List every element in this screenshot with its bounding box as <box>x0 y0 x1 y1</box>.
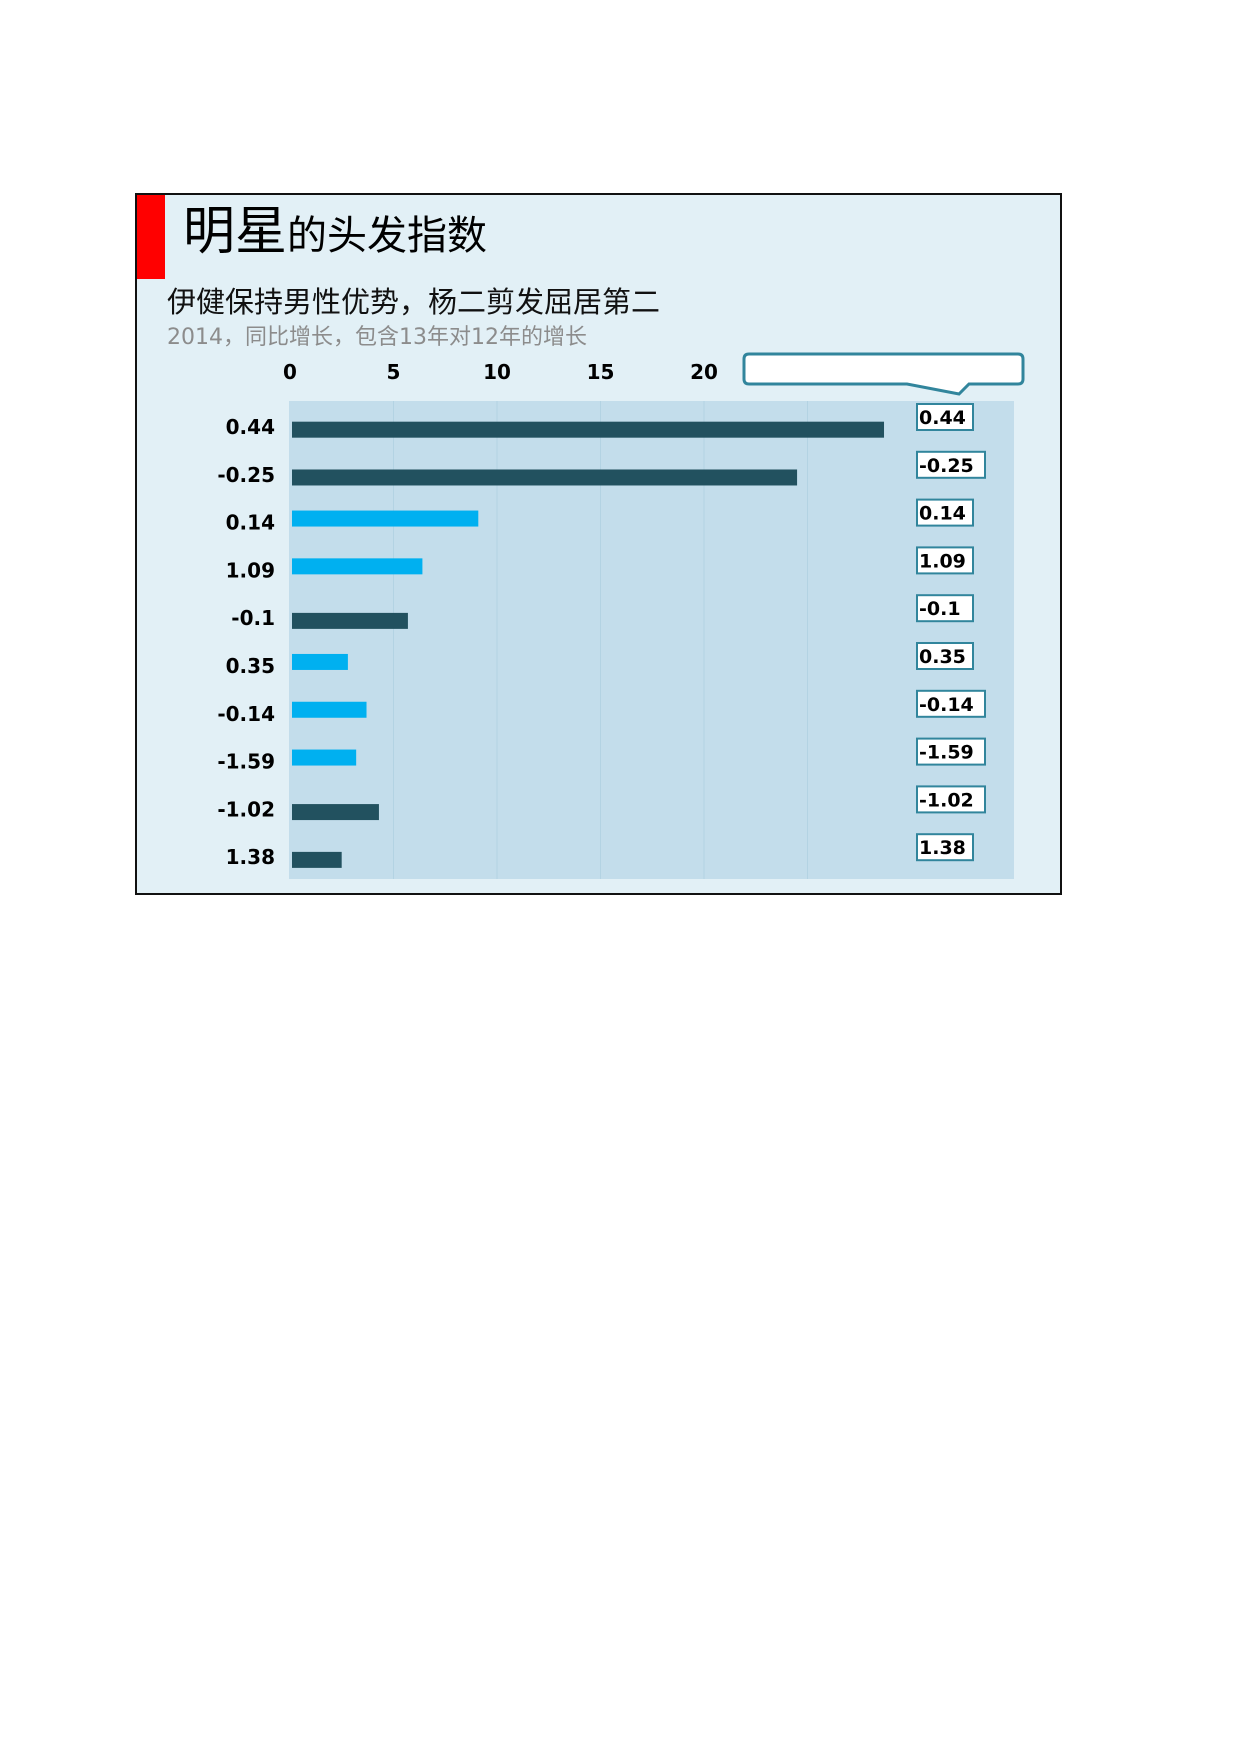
category-label: -0.25 <box>217 463 275 487</box>
chart-title: 明星的头发指数 <box>183 201 487 263</box>
category-label: -1.02 <box>217 797 275 821</box>
bar <box>292 701 367 718</box>
category-label: 0.35 <box>226 654 275 678</box>
bar <box>292 653 348 670</box>
growth-label-box <box>916 594 974 623</box>
title-main: 明星 <box>183 202 288 262</box>
bar-chart: 0 5 10 15 20 0.44 0.44 -0.25 -0.25 0.14 0.14 1.09 1.… <box>217 352 1025 879</box>
category-label: 1.38 <box>226 845 275 869</box>
category-label: 1.09 <box>226 558 275 582</box>
bar <box>292 804 379 821</box>
chart-subtitle: 伊健保持男性优势，杨二剪发屈居第二 <box>167 285 661 319</box>
growth-label-box <box>916 498 974 527</box>
growth-label: -1.02 <box>919 789 974 811</box>
title-rest: 的头发指数 <box>287 213 488 259</box>
growth-label: -1.59 <box>919 742 974 764</box>
growth-label: 1.09 <box>919 550 966 572</box>
accent-bar <box>137 195 165 279</box>
category-label: 0.14 <box>226 511 275 535</box>
x-tick-label: 20 <box>690 360 718 384</box>
growth-label: 0.35 <box>919 646 966 668</box>
growth-label-box <box>916 689 986 718</box>
x-tick-label: 10 <box>483 360 511 384</box>
bar <box>292 558 423 575</box>
growth-label: -0.1 <box>919 598 961 620</box>
growth-label: 0.14 <box>919 503 966 525</box>
bar <box>292 421 885 438</box>
growth-label-box <box>916 450 986 479</box>
category-label: -1.59 <box>217 750 275 774</box>
growth-label-box <box>916 785 986 814</box>
x-tick-label: 0 <box>283 360 297 384</box>
growth-label-box <box>916 403 974 431</box>
bar <box>292 510 479 527</box>
callout-bubble <box>742 352 1025 396</box>
growth-label-box <box>916 546 974 575</box>
bar <box>292 612 408 629</box>
category-label: -0.14 <box>217 702 275 726</box>
x-tick-label: 15 <box>587 360 615 384</box>
growth-label-box <box>916 642 974 670</box>
growth-label: 0.44 <box>919 407 966 429</box>
growth-label-box <box>916 737 986 766</box>
growth-label: -0.14 <box>919 694 974 716</box>
growth-label-box <box>916 833 974 862</box>
chart-card: 明星的头发指数 伊健保持男性优势，杨二剪发屈居第二 2014，同比增长，包含13… <box>135 193 1062 895</box>
category-label: 0.44 <box>226 415 275 439</box>
category-label: -0.1 <box>231 606 275 630</box>
growth-label: -0.25 <box>919 455 974 477</box>
bar <box>292 469 798 486</box>
x-tick-label: 5 <box>387 360 401 384</box>
bar <box>292 851 342 868</box>
chart-note: 2014，同比增长，包含13年对12年的增长 <box>167 325 587 350</box>
growth-label: 1.38 <box>919 837 966 859</box>
bar <box>292 749 357 766</box>
